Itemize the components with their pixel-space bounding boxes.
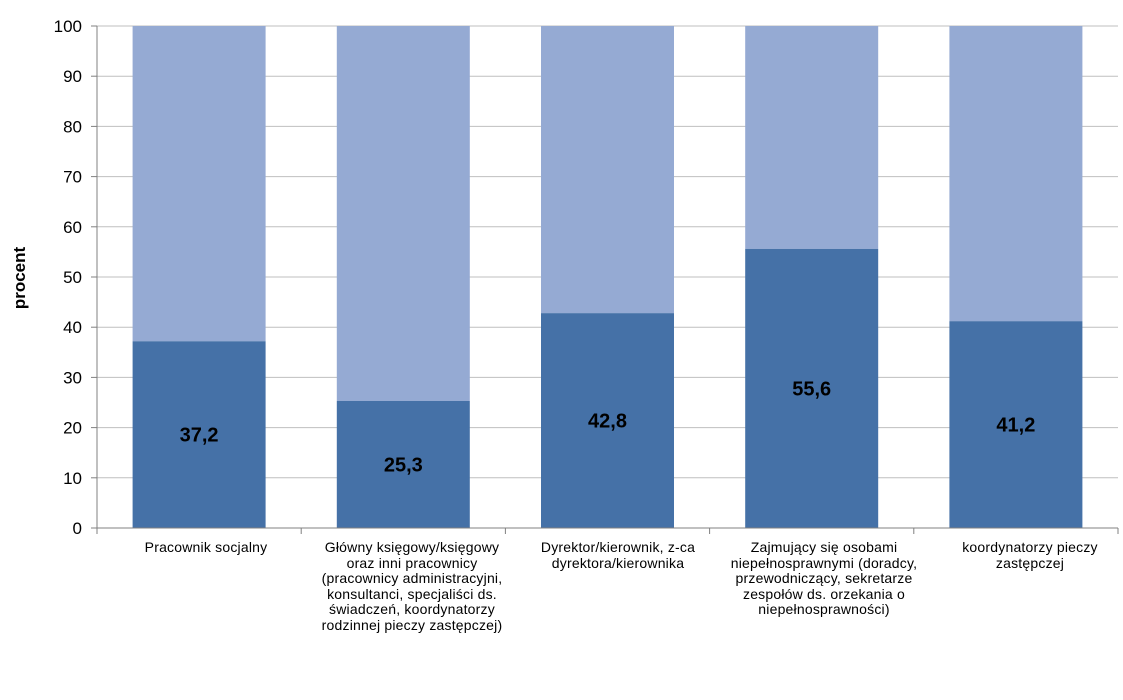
data-label: 37,2 xyxy=(180,425,219,447)
bar-remainder xyxy=(949,26,1083,322)
bars xyxy=(132,26,1083,528)
y-tick-label: 20 xyxy=(63,419,82,438)
bar-remainder xyxy=(745,26,879,249)
axis: 0 10 20 30 40 50 60 70 80 90 100 xyxy=(54,17,1119,538)
y-tick-label: 70 xyxy=(63,168,82,187)
y-tick-label: 60 xyxy=(63,218,82,237)
category-label-4: koordynatorzy pieczy zastępczej xyxy=(962,539,1098,571)
y-tick-label: 80 xyxy=(63,117,82,136)
bar xyxy=(541,313,674,528)
data-label: 41,2 xyxy=(996,415,1035,437)
bar xyxy=(745,248,879,528)
y-tick-label: 50 xyxy=(63,268,82,287)
data-label: 42,8 xyxy=(588,411,627,433)
y-tick-label: 90 xyxy=(63,67,82,86)
category-label-3: Zajmujący się osobami niepełnosprawnymi … xyxy=(730,539,918,617)
data-label: 25,3 xyxy=(384,454,423,476)
bar-remainder xyxy=(541,26,674,314)
y-axis-label: procent xyxy=(10,246,29,309)
bar-remainder xyxy=(132,26,266,342)
category-label-1: Główny księgowy/księgowy oraz inni praco… xyxy=(321,539,503,633)
bar-remainder xyxy=(336,26,470,401)
bar xyxy=(132,341,266,528)
y-tick-label: 0 xyxy=(73,519,82,538)
bar xyxy=(949,321,1083,528)
y-tick-label: 40 xyxy=(63,318,82,337)
y-tick-label: 100 xyxy=(54,17,82,36)
category-label-0: Pracownik socjalny xyxy=(144,539,268,555)
bar xyxy=(336,400,470,528)
category-label-2: Dyrektor/kierownik, z-ca dyrektora/kiero… xyxy=(540,539,696,571)
y-tick-label: 30 xyxy=(63,368,82,387)
data-labels: 37,2 25,3 42,8 55,6 41,2 xyxy=(180,378,1036,476)
y-tick-label: 10 xyxy=(63,469,82,488)
data-label: 55,6 xyxy=(792,378,831,400)
